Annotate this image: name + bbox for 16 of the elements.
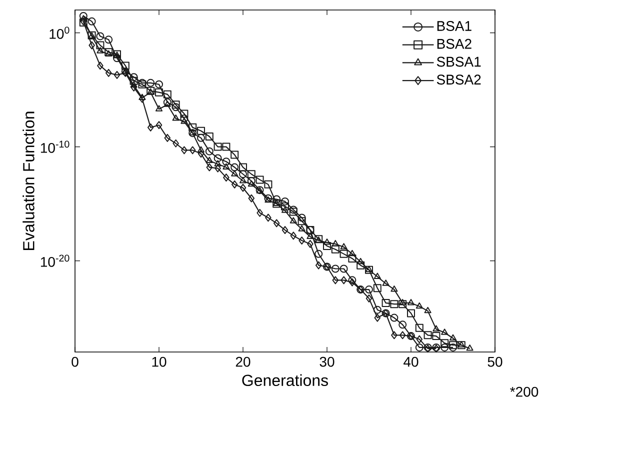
legend-label: SBSA1 (436, 56, 481, 67)
legend-label: BSA1 (437, 21, 472, 31)
y-tick-label: 10$^{0}$ (50, 26, 70, 39)
x-tick-label: 10 (152, 356, 166, 367)
x-tick-label: 30 (320, 356, 334, 367)
y-tick-label: 10$^{-20}$ (40, 254, 70, 267)
x-axis-title: Generations (242, 374, 328, 386)
x-tick-label: 20 (236, 356, 250, 367)
text: *200 (510, 386, 538, 397)
y-tick-label: 10$^{-10}$ (40, 140, 70, 153)
x-tick-label: 0 (72, 356, 78, 367)
y-axis-title: Evaluation Function (22, 112, 34, 250)
legend-label: BSA2 (437, 38, 472, 49)
x-tick-label: 40 (404, 356, 418, 367)
x-tick-label: 50 (488, 356, 502, 367)
legend-label: SBSA2 (436, 74, 481, 85)
